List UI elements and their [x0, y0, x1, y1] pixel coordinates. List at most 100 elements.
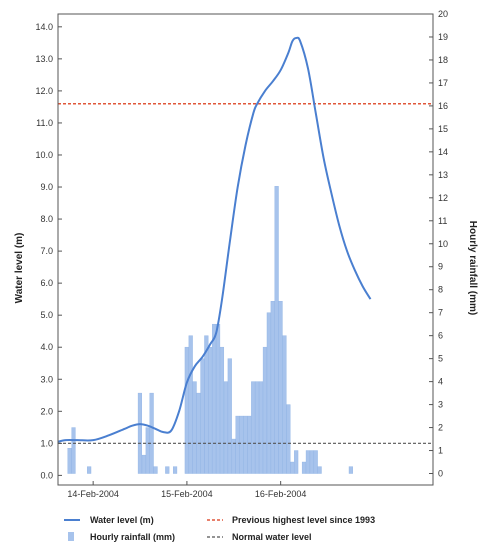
left-tick-label: 9.0 [40, 182, 53, 192]
left-tick-label: 3.0 [40, 374, 53, 384]
rainfall-bar [173, 466, 178, 474]
legend-item-previous-highest: Previous highest level since 1993 [207, 515, 375, 525]
rainfall-bar [67, 448, 72, 474]
rainfall-bar [294, 450, 299, 474]
rainfall-bar [184, 346, 189, 474]
rainfall-bar [243, 415, 248, 474]
plot-frame [57, 13, 434, 486]
reference-lines [58, 102, 433, 444]
left-tick-label: 0.0 [40, 470, 53, 480]
rainfall-bar [212, 323, 217, 474]
x-tick-label: 15-Feb-2004 [161, 489, 213, 499]
right-tick-label: 6 [438, 331, 443, 341]
rainfall-bar [247, 415, 252, 474]
rainfall-bar [278, 301, 283, 474]
legend-label-water-level: Water level (m) [90, 515, 154, 525]
legend-label-rainfall: Hourly rainfall (mm) [90, 532, 175, 542]
rainfall-bars [67, 186, 353, 474]
right-tick-label: 16 [438, 101, 448, 111]
rainfall-bar [219, 346, 225, 474]
rainfall-bar [266, 312, 271, 474]
right-tick-label: 3 [438, 400, 443, 410]
water-level-line [57, 36, 372, 443]
right-tick-label: 5 [438, 354, 443, 364]
rainfall-bar [348, 466, 353, 474]
rainfall-bar [239, 415, 244, 474]
right-tick-label: 9 [438, 262, 443, 272]
rainfall-bar [290, 461, 295, 474]
left-tick-label: 14.0 [35, 22, 53, 32]
rainfall-bar [165, 466, 170, 474]
left-tick-label: 2.0 [40, 406, 53, 416]
rainfall-bar [282, 335, 287, 474]
rainfall-bar [305, 450, 310, 474]
legend: Water level (m) Hourly rainfall (mm) Pre… [64, 515, 375, 542]
rainfall-bar [204, 335, 209, 474]
left-tick-label: 1.0 [40, 438, 53, 448]
rainfall-bar [141, 454, 146, 474]
legend-item-water-level: Water level (m) [64, 515, 154, 525]
left-tick-label: 11.0 [36, 118, 53, 128]
right-tick-label: 13 [438, 170, 448, 180]
right-tick-label: 2 [438, 423, 443, 433]
right-tick-label: 7 [438, 308, 443, 318]
rainfall-bar [87, 466, 92, 474]
rainfall-bar [208, 346, 213, 474]
right-tick-label: 1 [438, 446, 443, 456]
rainfall-bar [215, 323, 221, 474]
rainfall-bar [188, 335, 193, 474]
water-level-line-layer [57, 36, 372, 443]
rainfall-bar [231, 438, 236, 474]
rainfall-bar [262, 346, 267, 474]
legend-bar-swatch [68, 532, 74, 541]
left-tick-label: 6.0 [40, 278, 53, 288]
right-tick-label: 19 [438, 32, 448, 42]
right-tick-label: 20 [438, 9, 448, 19]
left-tick-label: 13.0 [35, 54, 53, 64]
right-tick-label: 8 [438, 285, 443, 295]
left-tick-label: 7.0 [40, 246, 53, 256]
rainfall-bar [251, 381, 256, 474]
rainfall-bar [235, 415, 240, 474]
rainfall-bar [149, 392, 154, 474]
left-tick-label: 5.0 [40, 310, 53, 320]
left-tick-label: 4.0 [40, 342, 53, 352]
legend-label-normal-level: Normal water level [232, 532, 312, 542]
rainfall-bar [270, 301, 275, 474]
rainfall-bar [317, 466, 322, 474]
x-tick-label: 16-Feb-2004 [255, 489, 307, 499]
left-tick-label: 8.0 [40, 214, 53, 224]
right-tick-label: 15 [438, 124, 448, 134]
right-axis-title: Hourly rainfall (mm) [467, 221, 478, 315]
left-axis-ticks: 0.0 1.0 2.0 3.0 4.0 5.0 6.0 7.0 8.0 9.0 10.0 11.0 12… [35, 22, 62, 480]
left-tick-label: 10.0 [35, 150, 53, 160]
right-tick-label: 17 [438, 78, 448, 88]
rainfall-bar [223, 381, 228, 474]
rainfall-bar [301, 461, 307, 474]
x-tick-label: 14-Feb-2004 [67, 489, 119, 499]
right-tick-label: 0 [438, 469, 443, 479]
right-tick-label: 11 [438, 216, 447, 226]
rainfall-bar [286, 404, 291, 474]
rainfall-bar [255, 381, 260, 474]
rainfall-bar [192, 381, 197, 474]
right-tick-label: 10 [438, 239, 448, 249]
rainfall-bar [313, 450, 318, 474]
right-tick-label: 18 [438, 55, 448, 65]
right-tick-label: 14 [438, 147, 448, 157]
rainfall-bar [153, 466, 158, 474]
legend-label-previous-highest: Previous highest level since 1993 [232, 515, 375, 525]
rainfall-bar [137, 392, 142, 474]
legend-item-normal-level: Normal water level [207, 532, 312, 542]
rainfall-bar [145, 427, 150, 474]
left-axis-title: Water level (m) [14, 233, 25, 304]
rainfall-bar [71, 427, 76, 474]
rainfall-bar [200, 358, 205, 474]
left-tick-label: 12.0 [35, 86, 53, 96]
rainfall-bar [309, 450, 314, 474]
rainfall-bar [196, 392, 201, 474]
rainfall-bar [258, 381, 264, 474]
rainfall-bar [227, 358, 232, 474]
